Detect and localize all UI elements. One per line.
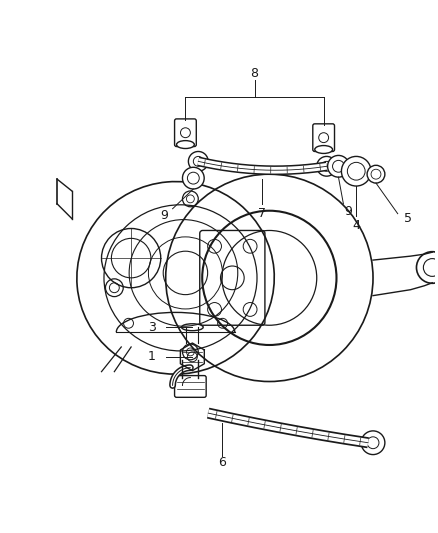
Circle shape	[183, 167, 204, 189]
Text: 4: 4	[352, 219, 360, 232]
FancyBboxPatch shape	[175, 119, 196, 147]
Ellipse shape	[315, 146, 332, 154]
Text: 3: 3	[148, 321, 156, 334]
Ellipse shape	[177, 141, 194, 149]
Text: 1: 1	[148, 350, 156, 364]
Text: 8: 8	[251, 67, 258, 80]
Circle shape	[317, 156, 336, 176]
Text: 9: 9	[344, 205, 352, 218]
Circle shape	[361, 431, 385, 455]
Text: 6: 6	[218, 456, 226, 469]
Text: 7: 7	[258, 207, 266, 220]
Circle shape	[367, 165, 385, 183]
FancyBboxPatch shape	[175, 376, 206, 397]
Circle shape	[328, 156, 350, 177]
Text: 9: 9	[160, 209, 168, 222]
Text: 5: 5	[404, 212, 412, 225]
FancyBboxPatch shape	[313, 124, 335, 151]
Circle shape	[342, 156, 371, 186]
Circle shape	[188, 151, 208, 171]
